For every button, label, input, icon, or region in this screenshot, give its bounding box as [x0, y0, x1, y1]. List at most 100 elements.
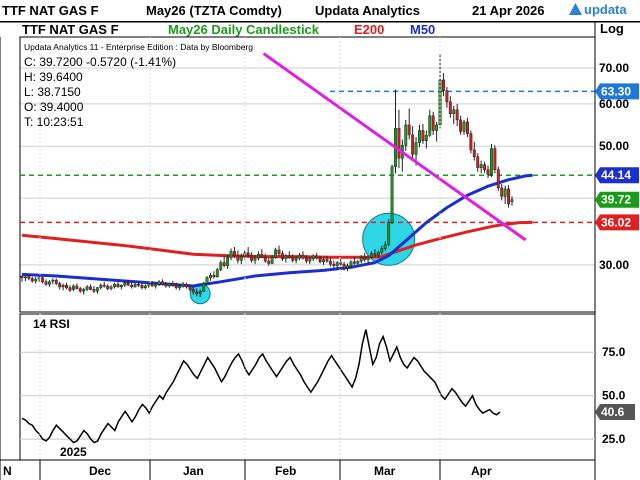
badge-last-price: 39.72	[601, 193, 631, 207]
candle-body	[191, 289, 195, 293]
candle-body	[126, 282, 130, 286]
candle-body	[82, 289, 86, 292]
header-bar: TTF NAT GAS F May26 (TZTA Comdty) Updata…	[0, 0, 640, 22]
candle-body	[280, 253, 284, 260]
candle-body	[239, 256, 243, 261]
candle-body	[202, 283, 206, 292]
candle-body	[130, 284, 134, 288]
candle-body	[489, 148, 493, 175]
candle-body	[431, 115, 435, 131]
candle-body	[500, 187, 504, 197]
candle-body	[150, 283, 154, 287]
candle-body	[486, 169, 490, 175]
candle-body	[452, 109, 456, 114]
candle-body	[30, 278, 34, 282]
candle-body	[137, 284, 140, 286]
candle-body	[58, 283, 62, 288]
candle-body	[219, 262, 223, 270]
candle-body	[106, 285, 110, 289]
candle-body	[421, 130, 425, 141]
candle-body	[95, 287, 99, 292]
updata-logo: updata	[569, 2, 627, 17]
candle-body	[181, 284, 185, 287]
candle-body	[435, 124, 439, 131]
candle-body	[260, 254, 264, 258]
candle-body	[370, 253, 373, 258]
date-title: 21 Apr 2026	[472, 3, 545, 18]
candle-body	[41, 277, 45, 283]
candle-body	[205, 277, 209, 284]
badge-ma50: 44.14	[601, 168, 631, 182]
candle-body	[407, 124, 411, 136]
candle-body	[123, 282, 127, 286]
background	[0, 22, 640, 480]
candle-body	[65, 284, 68, 288]
candle-body	[315, 255, 319, 259]
candle-body	[311, 255, 315, 260]
candle-body	[424, 135, 428, 141]
ohlc-open: O: 39.4000	[24, 100, 84, 114]
candle-body	[418, 130, 421, 143]
ohlc-low: L: 38.7150	[24, 85, 81, 99]
candle-body	[167, 283, 171, 287]
candle-body	[209, 274, 212, 278]
candle-body	[116, 284, 120, 288]
candle-body	[376, 251, 380, 256]
candle-body	[442, 79, 445, 91]
candle-body	[284, 255, 288, 260]
candle-body	[363, 257, 367, 260]
rsi-line	[21, 329, 501, 444]
ma50-label: M50	[410, 22, 435, 37]
candle-body	[267, 260, 271, 264]
candle-body	[346, 265, 349, 269]
candle-body	[270, 257, 274, 264]
candle-body	[328, 260, 332, 265]
candle-body	[198, 290, 202, 295]
ohlc-info: Updata Analytics 11 - Enterprise Edition…	[24, 42, 324, 130]
candle-body	[27, 275, 31, 279]
candle-body	[332, 263, 336, 266]
candle-body	[404, 124, 408, 146]
month-label: Dec	[89, 464, 111, 478]
year-label: 2025	[60, 445, 87, 459]
badge-level-low: 36.02	[601, 215, 631, 229]
candle-body	[507, 188, 511, 205]
candle-body	[274, 249, 278, 258]
ohlc-close: C: 39.7200 -0.5720 (-1.41%)	[24, 55, 177, 69]
candle-body	[462, 121, 466, 132]
candle-body	[380, 248, 384, 253]
candle-body	[366, 257, 370, 260]
candle-body	[99, 284, 103, 288]
candle-body	[291, 257, 295, 261]
candle-body	[318, 257, 322, 263]
candle-body	[496, 169, 500, 189]
candle-body	[472, 149, 476, 157]
candle-body	[503, 188, 507, 197]
candle-body	[250, 254, 254, 261]
candle-body	[304, 257, 308, 262]
candle-body	[154, 284, 158, 287]
candle-body	[256, 254, 260, 259]
candle-body	[397, 128, 401, 159]
candle-body	[47, 281, 51, 285]
candle-body	[428, 115, 432, 136]
month-label: Feb	[275, 464, 296, 478]
candle-body	[294, 257, 298, 261]
candle-body	[78, 288, 82, 292]
candle-body	[119, 284, 123, 288]
price-tick-label: 60.00	[599, 97, 629, 111]
candle-body	[373, 253, 377, 256]
candle-body	[157, 281, 161, 285]
resistance-trendline	[262, 52, 527, 242]
candle-body	[277, 249, 281, 254]
ohlc-high: H: 39.6400	[24, 70, 83, 84]
rsi-title: 14 RSI	[33, 317, 70, 331]
candle-body	[448, 101, 452, 114]
rsi-badge-shape	[595, 404, 635, 421]
candle-body	[109, 286, 113, 289]
updata-logo-icon	[569, 3, 582, 15]
candle-body	[215, 269, 219, 278]
candle-body	[459, 119, 463, 132]
candle-body	[113, 284, 116, 288]
